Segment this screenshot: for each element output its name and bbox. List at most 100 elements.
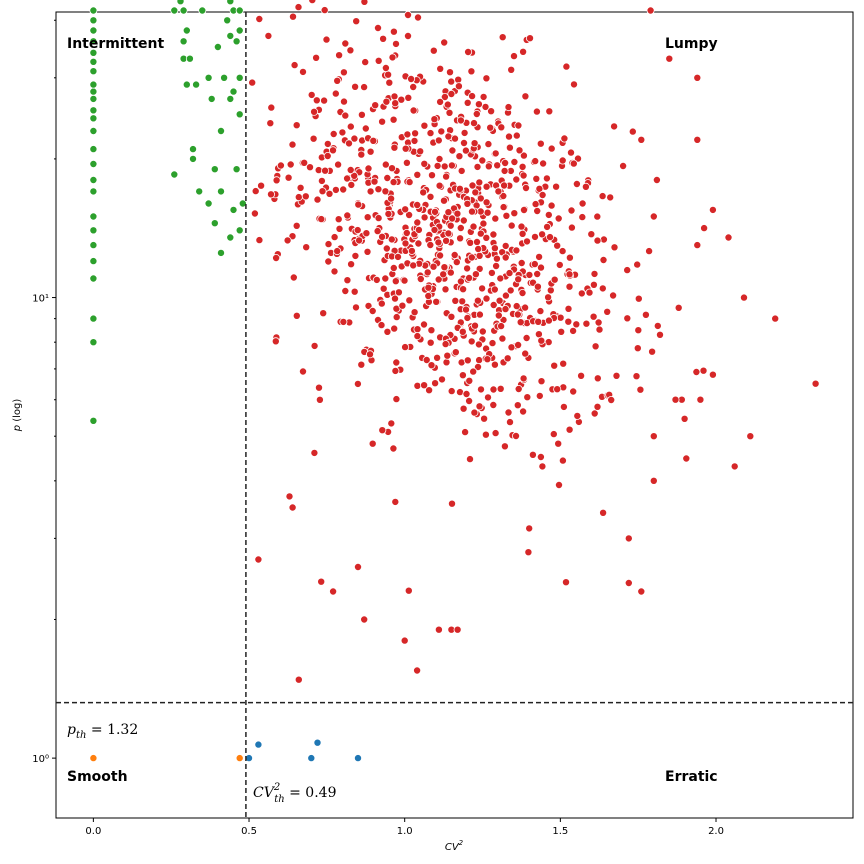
- lumpy-point: [488, 339, 497, 348]
- lumpy-point: [384, 209, 393, 218]
- lumpy-point: [525, 524, 534, 533]
- lumpy-point: [374, 214, 383, 223]
- lumpy-point: [363, 213, 372, 222]
- lumpy-point: [593, 212, 602, 221]
- lumpy-point: [430, 115, 439, 124]
- lumpy-point: [308, 0, 317, 5]
- lumpy-point: [648, 347, 657, 356]
- lumpy-point: [461, 146, 470, 155]
- lumpy-point: [649, 212, 658, 221]
- lumpy-point: [593, 236, 602, 245]
- lumpy-point: [472, 110, 481, 119]
- lumpy-point: [523, 393, 532, 402]
- lumpy-point: [475, 356, 484, 365]
- lumpy-point: [498, 33, 507, 42]
- lumpy-point: [531, 232, 540, 241]
- lumpy-point: [374, 185, 383, 194]
- intermittent-point: [226, 233, 235, 242]
- lumpy-point: [536, 307, 545, 316]
- quadrant-label-intermittent: Intermittent: [67, 36, 165, 52]
- lumpy-point: [443, 351, 452, 360]
- lumpy-point: [634, 326, 643, 335]
- lumpy-point: [569, 387, 578, 396]
- lumpy-point: [402, 158, 411, 167]
- lumpy-point: [450, 134, 459, 143]
- lumpy-point: [537, 377, 546, 386]
- lumpy-point: [502, 211, 511, 220]
- lumpy-point: [433, 353, 442, 362]
- lumpy-point: [457, 166, 466, 175]
- intermittent-point: [89, 187, 98, 196]
- lumpy-point: [409, 83, 418, 92]
- lumpy-point: [424, 291, 433, 300]
- lumpy-point: [473, 362, 482, 371]
- lumpy-point: [652, 175, 661, 184]
- lumpy-point: [339, 317, 348, 326]
- lumpy-point: [422, 355, 431, 364]
- intermittent-point: [204, 73, 213, 82]
- lumpy-point: [254, 555, 263, 564]
- lumpy-point: [351, 303, 360, 312]
- lumpy-point: [442, 358, 451, 367]
- lumpy-point: [470, 139, 479, 148]
- lumpy-point: [467, 207, 476, 216]
- intermittent-point: [223, 16, 232, 25]
- lumpy-point: [323, 139, 332, 148]
- lumpy-point: [426, 192, 435, 201]
- lumpy-point: [465, 455, 474, 464]
- lumpy-point: [451, 296, 460, 305]
- intermittent-point: [89, 94, 98, 103]
- lumpy-point: [364, 164, 373, 173]
- lumpy-point: [570, 80, 579, 89]
- lumpy-point: [447, 90, 456, 99]
- lumpy-point: [351, 251, 360, 260]
- lumpy-point: [489, 400, 498, 409]
- lumpy-point: [350, 171, 359, 180]
- lumpy-point: [569, 159, 578, 168]
- lumpy-point: [294, 675, 303, 684]
- intermittent-point: [216, 187, 225, 196]
- lumpy-point: [436, 64, 445, 73]
- lumpy-point: [517, 222, 526, 231]
- lumpy-point: [450, 250, 459, 259]
- quadrant-label-lumpy: Lumpy: [665, 36, 718, 52]
- lumpy-point: [649, 432, 658, 441]
- lumpy-point: [512, 246, 521, 255]
- lumpy-point: [590, 269, 599, 278]
- lumpy-point: [441, 340, 450, 349]
- lumpy-point: [682, 454, 691, 463]
- lumpy-point: [463, 264, 472, 273]
- y-tick-label: 10⁰: [32, 754, 49, 765]
- lumpy-point: [381, 64, 390, 73]
- lumpy-point: [440, 93, 449, 102]
- lumpy-point: [330, 267, 339, 276]
- lumpy-point: [361, 124, 370, 133]
- lumpy-point: [404, 586, 413, 595]
- lumpy-point: [390, 92, 399, 101]
- lumpy-point: [453, 209, 462, 218]
- lumpy-point: [331, 89, 340, 98]
- lumpy-point: [360, 83, 369, 92]
- lumpy-point: [475, 402, 484, 411]
- intermittent-point: [179, 6, 188, 15]
- lumpy-point: [476, 385, 485, 394]
- lumpy-point: [456, 116, 465, 125]
- lumpy-point: [624, 534, 633, 543]
- lumpy-point: [708, 205, 717, 214]
- lumpy-point: [699, 366, 708, 375]
- lumpy-point: [419, 188, 428, 197]
- lumpy-point: [482, 182, 491, 191]
- lumpy-point: [347, 260, 356, 269]
- lumpy-point: [497, 322, 506, 331]
- smooth-point: [235, 754, 244, 763]
- lumpy-point: [645, 247, 654, 256]
- intermittent-point: [182, 26, 191, 35]
- lumpy-point: [360, 615, 369, 624]
- lumpy-point: [519, 374, 528, 383]
- x-ticks: 0.0 0.5 1.0 1.5 2.0: [85, 818, 724, 837]
- lumpy-point: [479, 92, 488, 101]
- lumpy-point: [556, 313, 565, 322]
- lumpy-point: [442, 236, 451, 245]
- lumpy-point: [429, 46, 438, 55]
- lumpy-point: [463, 98, 472, 107]
